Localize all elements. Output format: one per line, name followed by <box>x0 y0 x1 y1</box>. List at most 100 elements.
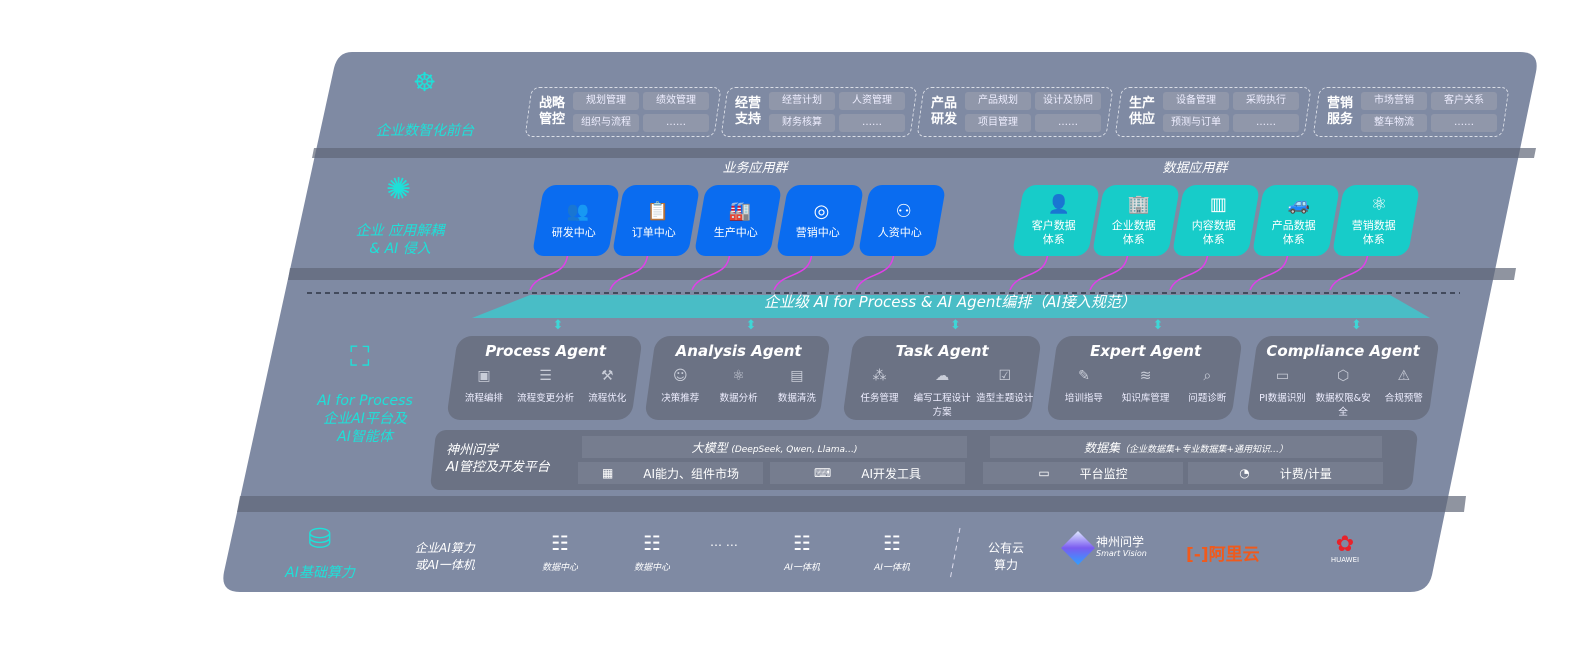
capability-chip[interactable]: …… <box>643 114 709 132</box>
capability-chip[interactable]: 产品规划 <box>965 92 1031 110</box>
front-group: 营销 服务 市场营销 客户关系 整车物流…… <box>1312 87 1510 137</box>
data-app-tile[interactable]: 🏢 企业数据体系 <box>1091 185 1181 256</box>
business-app-tile[interactable]: ⚇ 人资中心 <box>857 185 947 256</box>
huawei-logo-icon: ✿ <box>1335 532 1355 557</box>
capability-chip[interactable]: …… <box>1035 114 1101 132</box>
agent-card[interactable]: Task Agent ⁂ 任务管理 ☁ 编写工程设计方案 ☑ 造型主题设计 <box>842 336 1042 420</box>
data-app-tile[interactable]: ⚛ 营销数据体系 <box>1331 185 1421 256</box>
group-chips: 经营计划 人资管理 财务核算…… <box>769 92 905 132</box>
platform-tool[interactable]: ◔ 计费/计量 <box>1188 462 1383 484</box>
server-label: AI一体机 <box>784 563 820 573</box>
down-arrow-icon: ⬍ <box>1351 318 1362 333</box>
feature-label: 决策推荐 <box>661 393 700 404</box>
capability-chip[interactable]: …… <box>1233 114 1299 132</box>
building-icon: 🏢 <box>1127 194 1151 215</box>
public-line2: 算力 <box>994 558 1019 572</box>
llm-note: (DeepSeek, Qwen, Llama…) <box>731 444 858 455</box>
agent-feature: ☺ 决策推荐 <box>651 368 709 404</box>
feature-label: 编写工程设计方案 <box>913 393 971 418</box>
dataset-cell: 数据集（企业数据集+专业数据集+通用知识…） <box>990 436 1382 458</box>
business-app-tile[interactable]: ◎ 营销中心 <box>775 185 865 256</box>
capability-chip[interactable]: 市场营销 <box>1361 92 1427 110</box>
database-icon: ⛁ <box>308 522 332 555</box>
capability-chip[interactable]: …… <box>1431 114 1497 132</box>
feature-label: 流程变更分析 <box>517 393 575 404</box>
network-node-icon: ✺ <box>386 172 412 207</box>
capability-chip[interactable]: 财务核算 <box>769 114 835 132</box>
connector-arrow <box>855 249 895 291</box>
checklist-icon: ☑ <box>998 368 1012 384</box>
capability-chip[interactable]: 组织与流程 <box>573 114 639 132</box>
apps-label-line1: 企业 应用解耦 <box>355 223 445 239</box>
capability-chip[interactable]: 设备管理 <box>1163 92 1229 110</box>
vendor-huawei: ✿ HUAWEI <box>1320 532 1370 565</box>
feature-label: 数据权限&安全 <box>1315 393 1371 418</box>
capability-chip[interactable]: 客户关系 <box>1431 92 1497 110</box>
server-label: 数据中心 <box>633 563 670 573</box>
server-item: ☷ 数据中心 <box>530 532 590 573</box>
data-app-tile[interactable]: 👤 客户数据体系 <box>1011 185 1101 256</box>
capability-chip[interactable]: 绩效管理 <box>643 92 709 110</box>
group-title: 经营 支持 <box>734 96 761 127</box>
capability-chip[interactable]: 设计及协同 <box>1035 92 1101 110</box>
clipboard-icon: 📋 <box>646 201 669 222</box>
capability-chip[interactable]: 整车物流 <box>1361 114 1427 132</box>
agent-card[interactable]: Analysis Agent ☺ 决策推荐 ⚛ 数据分析 ▤ 数据清洗 <box>644 336 831 420</box>
agent-card[interactable]: Expert Agent ✎ 培训指导 ≋ 知识库管理 ⌕ 问题诊断 <box>1046 336 1243 420</box>
alert-icon: ⚠ <box>1397 368 1411 384</box>
tile-label: 订单中心 <box>631 226 676 239</box>
agent-card[interactable]: Compliance Agent ▭ PI数据识别 ⬡ 数据权限&安全 ⚠ 合规预警 <box>1246 336 1440 420</box>
feature-label: 数据分析 <box>719 393 758 404</box>
capability-chip[interactable]: 采购执行 <box>1233 92 1299 110</box>
server-label: 数据中心 <box>541 563 578 573</box>
apps-label-line2: & AI 侵入 <box>369 241 431 257</box>
agent-feature: ☑ 造型主题设计 <box>974 368 1036 418</box>
compute-layer-label: AI基础算力 <box>285 565 355 581</box>
agent-feature: ⌕ 问题诊断 <box>1177 368 1238 404</box>
ai-label-line3: AI智能体 <box>337 429 393 445</box>
private-line2: 或AI一体机 <box>415 558 475 572</box>
target-icon: ◎ <box>813 201 830 222</box>
capability-chip[interactable]: 预测与订单 <box>1163 114 1229 132</box>
capability-chip[interactable]: 项目管理 <box>965 114 1031 132</box>
platform-tool[interactable]: ⌨ AI开发工具 <box>770 462 965 484</box>
capability-chip[interactable]: …… <box>839 114 905 132</box>
server-item: ☷ AI一体机 <box>772 532 832 573</box>
market-icon: ▦ <box>601 466 614 480</box>
diagnosis-icon: ⌕ <box>1203 368 1212 384</box>
llm-label: 大模型 <box>691 440 728 455</box>
public-line1: 公有云 <box>988 541 1025 555</box>
ai-label-line2: 企业AI平台及 <box>323 411 407 427</box>
platform-title-line2: AI管控及开发平台 <box>446 460 550 475</box>
business-app-tile[interactable]: 👥 研发中心 <box>531 185 621 256</box>
capability-chip[interactable]: 经营计划 <box>769 92 835 110</box>
tool-label: AI开发工具 <box>861 466 922 481</box>
feature-label: 任务管理 <box>860 393 899 404</box>
connector-arrow <box>609 249 649 291</box>
group-title: 产品 研发 <box>930 96 957 127</box>
tool-label: 计费/计量 <box>1279 466 1332 481</box>
front-layer-label: 企业数智化前台 <box>376 123 474 139</box>
capability-chip[interactable]: 人资管理 <box>839 92 905 110</box>
agent-feature: ⁂ 任务管理 <box>848 368 910 418</box>
business-apps-title: 业务应用群 <box>722 161 788 176</box>
data-app-tile[interactable]: ▥ 内容数据体系 <box>1171 185 1261 256</box>
atom-icon: ⚛ <box>1370 194 1387 215</box>
connector-arrow <box>1329 249 1369 291</box>
business-app-tile[interactable]: 🏭 生产中心 <box>693 185 783 256</box>
agent-card[interactable]: Process Agent ▣ 流程编排 ☰ 流程变更分析 ⚒ 流程优化 <box>446 336 643 420</box>
agent-name: Expert Agent <box>1090 342 1202 360</box>
shield-icon: ⬡ <box>1336 368 1350 384</box>
monitor-icon: ▭ <box>1038 466 1050 480</box>
platform-tool[interactable]: ▭ 平台监控 <box>983 462 1183 484</box>
data-app-tile[interactable]: 🚙 产品数据体系 <box>1251 185 1341 256</box>
dataset-label: 数据集 <box>1083 440 1120 455</box>
tile-label: 内容数据体系 <box>1191 219 1236 246</box>
tile-label: 生产中心 <box>713 226 758 239</box>
capability-chip[interactable]: 规划管理 <box>573 92 639 110</box>
tile-label: 企业数据体系 <box>1111 219 1156 246</box>
platform-tool[interactable]: ▦ AI能力、组件市场 <box>578 462 763 484</box>
agent-feature: ≋ 知识库管理 <box>1115 368 1176 404</box>
tile-label: 产品数据体系 <box>1271 219 1316 246</box>
business-app-tile[interactable]: 📋 订单中心 <box>611 185 701 256</box>
